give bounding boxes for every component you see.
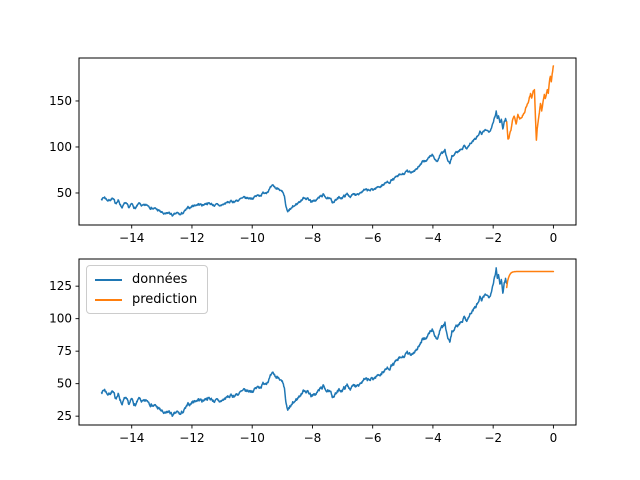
x-tick-label: −14: [119, 431, 144, 445]
y-tick-label: 100: [49, 140, 72, 154]
x-tick-label: −2: [484, 231, 502, 245]
x-tick-label: 0: [550, 431, 558, 445]
y-tick-label: 50: [57, 186, 72, 200]
legend: données prediction: [86, 265, 209, 314]
x-tick-label: 0: [550, 231, 558, 245]
x-tick-label: −2: [484, 431, 502, 445]
x-tick-label: −12: [179, 431, 204, 445]
y-tick-label: 25: [57, 409, 72, 423]
y-tick-label: 100: [49, 312, 72, 326]
y-tick-label: 75: [57, 344, 72, 358]
x-tick-label: −12: [179, 231, 204, 245]
plot-border: [78, 258, 577, 426]
donnees-line: [100, 267, 508, 417]
x-tick-label: −10: [240, 231, 265, 245]
prediction-line: [505, 270, 555, 289]
legend-entry-prediction: prediction: [95, 291, 197, 308]
y-tick-label: 150: [49, 94, 72, 108]
y-tick-label: 125: [49, 279, 72, 293]
plot-border: [78, 57, 577, 226]
prediction-line-sample: [95, 298, 122, 301]
subplot-bottom: −14 −12 −10 −8 −6 −4 −2 0 25 50 75 100 125: [49, 258, 577, 445]
x-tick-label: −6: [364, 231, 382, 245]
donnees-line-sample: [95, 278, 122, 281]
subplot-top: −14 −12 −10 −8 −6 −4 −2 0 50 100 150: [49, 57, 577, 245]
y-tick-label: 50: [57, 377, 72, 391]
legend-entry-donnees: données: [95, 271, 197, 288]
x-tick-label: −14: [119, 231, 144, 245]
x-tick-label: −4: [424, 431, 442, 445]
x-tick-label: −4: [424, 231, 442, 245]
prediction-label: prediction: [132, 292, 198, 307]
x-tick-label: −10: [240, 431, 265, 445]
donnees-line: [100, 110, 508, 217]
prediction-line: [505, 65, 555, 141]
x-tick-label: −8: [304, 231, 322, 245]
x-tick-label: −8: [304, 431, 322, 445]
donnees-label: données: [132, 272, 188, 287]
x-tick-label: −6: [364, 431, 382, 445]
